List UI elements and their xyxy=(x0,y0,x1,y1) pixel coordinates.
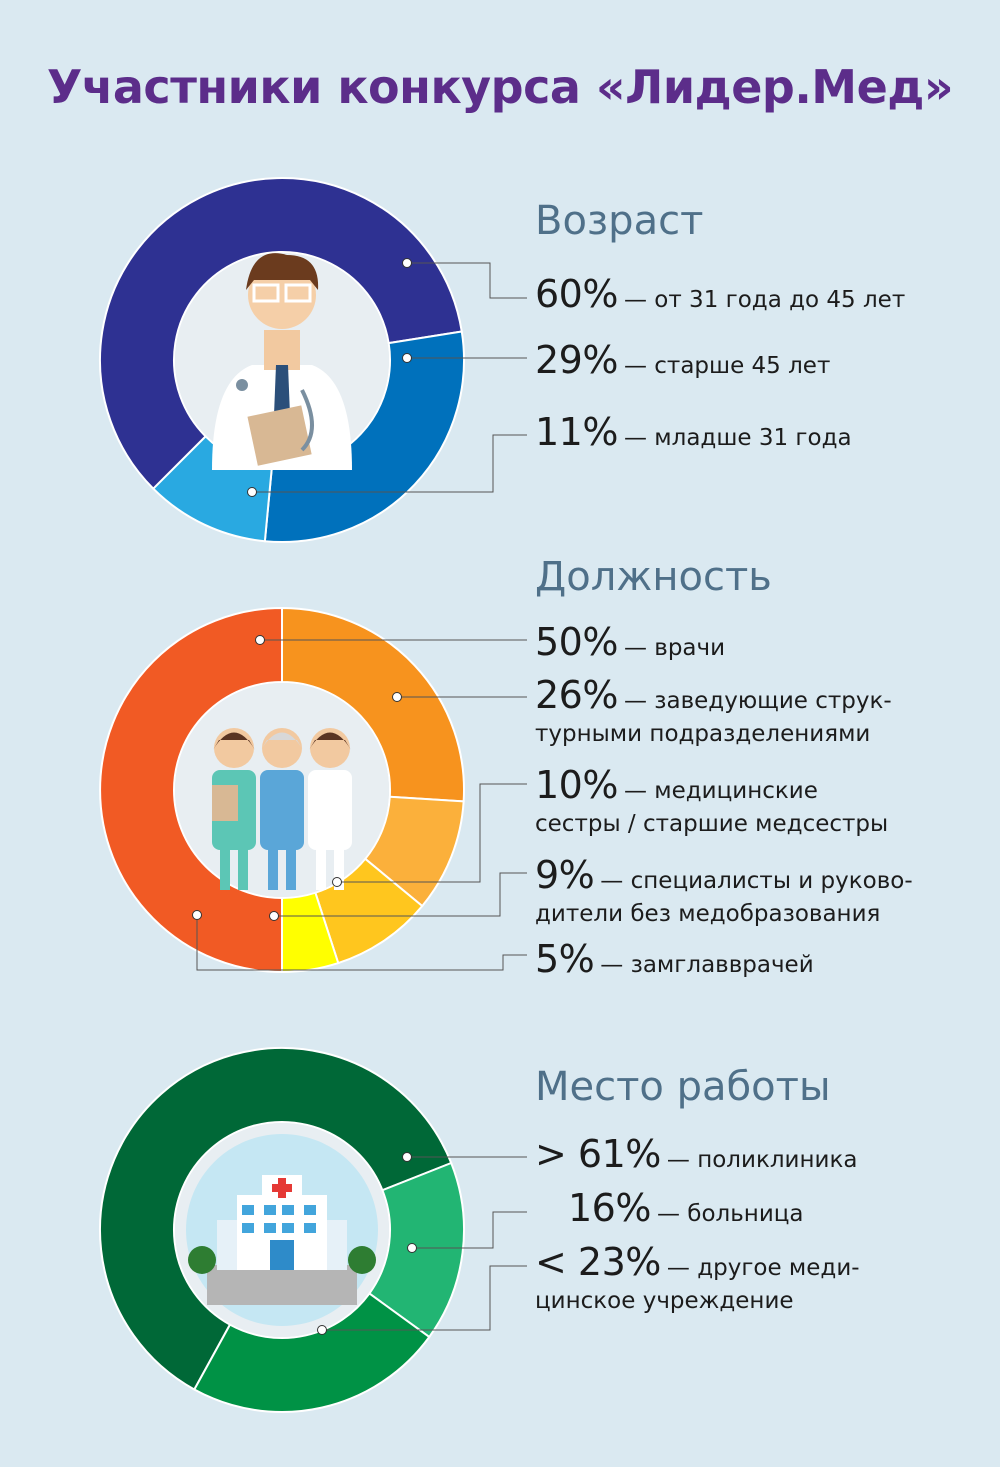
legend-value: 29% xyxy=(535,338,618,382)
leader-line-3 xyxy=(337,783,527,883)
legend-label: — врачи xyxy=(623,635,726,661)
slice-marker-3 xyxy=(317,1325,327,1335)
slice-marker-2 xyxy=(392,692,402,702)
legend-value: 5% xyxy=(535,937,595,981)
slice-marker-3 xyxy=(247,487,257,497)
legend-label: — заведующие струк- xyxy=(623,688,892,714)
slice-marker-5 xyxy=(192,910,202,920)
legend-item-age-3: 11% — младше 31 года xyxy=(535,410,852,454)
legend-item-position-3: 10% — медицинские сестры / старшие медсес… xyxy=(535,763,888,837)
legend-value: < 23% xyxy=(535,1240,661,1284)
legend-value: 9% xyxy=(535,853,595,897)
legend-item-position-4: 9% — специалисты и руково- дители без мед… xyxy=(535,853,913,927)
hospital-illustration xyxy=(186,1134,378,1326)
legend-label: — специалисты и руково- xyxy=(600,868,913,894)
slice-marker-1 xyxy=(255,635,265,645)
slice-marker-3 xyxy=(332,877,342,887)
legend-label: — от 31 года до 45 лет xyxy=(623,287,906,313)
section-title-position: Должность xyxy=(535,554,772,600)
legend-item-workplace-2: 16% — больница xyxy=(568,1186,804,1230)
legend-value: 10% xyxy=(535,763,618,807)
legend-value: > 61% xyxy=(535,1132,661,1176)
legend-label: — другое меди- xyxy=(666,1255,860,1281)
leader-line-3 xyxy=(322,1265,527,1331)
legend-label: — старше 45 лет xyxy=(623,353,831,379)
slice-marker-4 xyxy=(269,911,279,921)
legend-item-workplace-3: < 23% — другое меди- цинское учреждение xyxy=(535,1240,860,1314)
slice-marker-2 xyxy=(407,1243,417,1253)
legend-label-cont: турными подразделениями xyxy=(535,721,871,747)
legend-label: — поликлиника xyxy=(666,1147,858,1173)
legend-item-position-1: 50% — врачи xyxy=(535,620,725,664)
legend-value: 50% xyxy=(535,620,618,664)
donut-slice-1 xyxy=(99,606,283,974)
legend-label: — замглавврачей xyxy=(600,952,814,978)
legend-item-age-1: 60% — от 31 года до 45 лет xyxy=(535,272,905,316)
donut-slice-2 xyxy=(281,606,465,803)
legend-label: — медицинские xyxy=(623,778,818,804)
leader-line-1 xyxy=(407,262,527,299)
leader-line-5 xyxy=(196,915,527,971)
legend-label-cont: сестры / старшие медсестры xyxy=(535,811,889,837)
legend-value: 60% xyxy=(535,272,618,316)
legend-item-position-2: 26% — заведующие струк- турными подраздел… xyxy=(535,673,892,747)
leader-line-4 xyxy=(274,872,527,917)
leader-line-3 xyxy=(252,434,527,493)
section-title-workplace: Место работы xyxy=(535,1064,831,1110)
section-title-age: Возраст xyxy=(535,198,704,244)
leader-line-2 xyxy=(412,1211,527,1249)
medical-staff-illustration xyxy=(212,728,352,890)
legend-value: 16% xyxy=(568,1186,651,1230)
donut-slice-3 xyxy=(192,1292,431,1413)
donut-slice-1 xyxy=(99,177,463,491)
legend-label: — младше 31 года xyxy=(623,425,852,451)
donut-slice-5 xyxy=(281,891,340,974)
legend-value: 26% xyxy=(535,673,618,717)
legend-label-cont: дители без медобразования xyxy=(535,901,881,927)
legend-value: 11% xyxy=(535,410,618,454)
legend-item-workplace-1: > 61% — поликлиника xyxy=(535,1132,857,1176)
age-donut-chart xyxy=(99,177,527,543)
donut-slice-1 xyxy=(99,1047,453,1391)
position-donut-chart xyxy=(99,606,527,974)
page-title: Участники конкурса «Лидер.Мед» xyxy=(46,60,954,114)
legend-item-age-2: 29% — старше 45 лет xyxy=(535,338,830,382)
donut-slice-2 xyxy=(263,330,465,543)
workplace-donut-chart xyxy=(99,1047,527,1413)
slice-marker-1 xyxy=(402,258,412,268)
slice-marker-1 xyxy=(402,1152,412,1162)
doctor-illustration xyxy=(212,253,352,470)
legend-label: — больница xyxy=(656,1201,804,1227)
legend-item-position-5: 5% — замглавврачей xyxy=(535,937,814,981)
slice-marker-2 xyxy=(402,353,412,363)
legend-label-cont: цинское учреждение xyxy=(535,1288,794,1314)
